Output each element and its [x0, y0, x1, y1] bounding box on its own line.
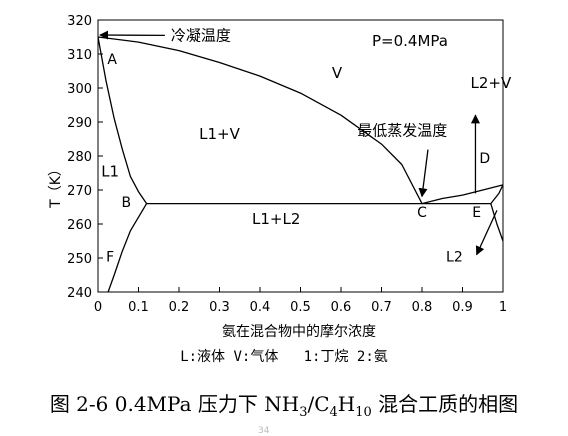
- point-label: D: [479, 151, 490, 167]
- caption-subscript-h10: 10: [355, 405, 372, 420]
- annotation-label: 冷凝温度: [171, 26, 231, 44]
- annotation-arrows: [99, 30, 498, 256]
- curve-dew-left: [97, 36, 423, 204]
- point-label: L2: [446, 249, 463, 265]
- caption-suffix: 混合工质的相图: [371, 392, 519, 416]
- x-tick-label: 0.5: [290, 300, 311, 315]
- x-tick-label: 0.3: [209, 300, 230, 315]
- axis-ticks: 0 0.1 0.2 0.3 0.4 0.5 0.6 0.7 0.8 0.9 1 240 250 260 27…: [67, 14, 507, 315]
- region-label: L1+V: [199, 125, 240, 143]
- y-tick-label: 310: [67, 48, 92, 63]
- legend-text: L:液体 V:气体 1:丁烷 2:氨: [180, 349, 388, 365]
- phase-curves: [97, 36, 504, 293]
- curve-solubility-right: [490, 203, 504, 242]
- region-label: L1: [101, 162, 119, 180]
- x-axis-label: 氨在混合物中的摩尔浓度: [222, 323, 376, 340]
- x-tick-label: 0.1: [128, 300, 149, 315]
- figure-caption: 图 2-6 0.4MPa 压力下 NH3/C4H10 混合工质的相图: [0, 388, 568, 420]
- caption-prefix: 图 2-6 0.4MPa 压力下 NH: [49, 392, 300, 416]
- point-label: F: [106, 249, 114, 265]
- x-tick-label: 0.8: [412, 300, 433, 315]
- curve-bubble-right: [490, 184, 504, 205]
- region-label: L1+L2: [252, 210, 300, 228]
- y-tick-label: 250: [67, 252, 92, 267]
- y-tick-label: 300: [67, 82, 92, 97]
- curve-solubility-left: [107, 203, 148, 293]
- x-tick-label: 0.9: [452, 300, 473, 315]
- y-tick-label: 240: [67, 286, 92, 301]
- y-tick-label: 320: [67, 14, 92, 29]
- y-axis-label: T（K）: [48, 162, 64, 209]
- x-tick-label: 1: [499, 300, 507, 315]
- pressure-label: P=0.4MPa: [372, 32, 448, 50]
- page-number: 34: [258, 426, 270, 436]
- region-label: V: [332, 64, 343, 82]
- caption-subscript-nh3: 3: [299, 405, 308, 420]
- y-tick-label: 270: [67, 184, 92, 199]
- point-label: A: [107, 52, 117, 68]
- plot-frame: [97, 19, 504, 293]
- caption-subscript-c4: 4: [329, 405, 338, 420]
- x-tick-label: 0.7: [371, 300, 392, 315]
- arrow-to-l2: [475, 210, 498, 256]
- region-label: L2+V: [470, 74, 511, 92]
- point-label: E: [472, 205, 481, 221]
- point-label: C: [417, 205, 427, 221]
- caption-mid: /C: [307, 392, 330, 416]
- plot-border: [97, 19, 504, 293]
- curve-bubble-left: [97, 36, 148, 204]
- annotation-label: 最低蒸发温度: [357, 122, 447, 140]
- phase-diagram: 0 0.1 0.2 0.3 0.4 0.5 0.6 0.7 0.8 0.9 1 240 250 260 27…: [48, 14, 512, 340]
- annotation-arrow: [418, 149, 429, 198]
- x-tick-label: 0.2: [169, 300, 190, 315]
- point-label: B: [122, 195, 132, 211]
- x-tick-label: 0.6: [331, 300, 352, 315]
- x-tick-label: 0: [94, 300, 102, 315]
- x-tick-label: 0.4: [250, 300, 271, 315]
- y-tick-label: 280: [67, 150, 92, 165]
- curve-dew-right: [421, 184, 504, 205]
- y-tick-label: 290: [67, 116, 92, 131]
- caption-h: H: [337, 392, 356, 416]
- y-tick-label: 260: [67, 218, 92, 233]
